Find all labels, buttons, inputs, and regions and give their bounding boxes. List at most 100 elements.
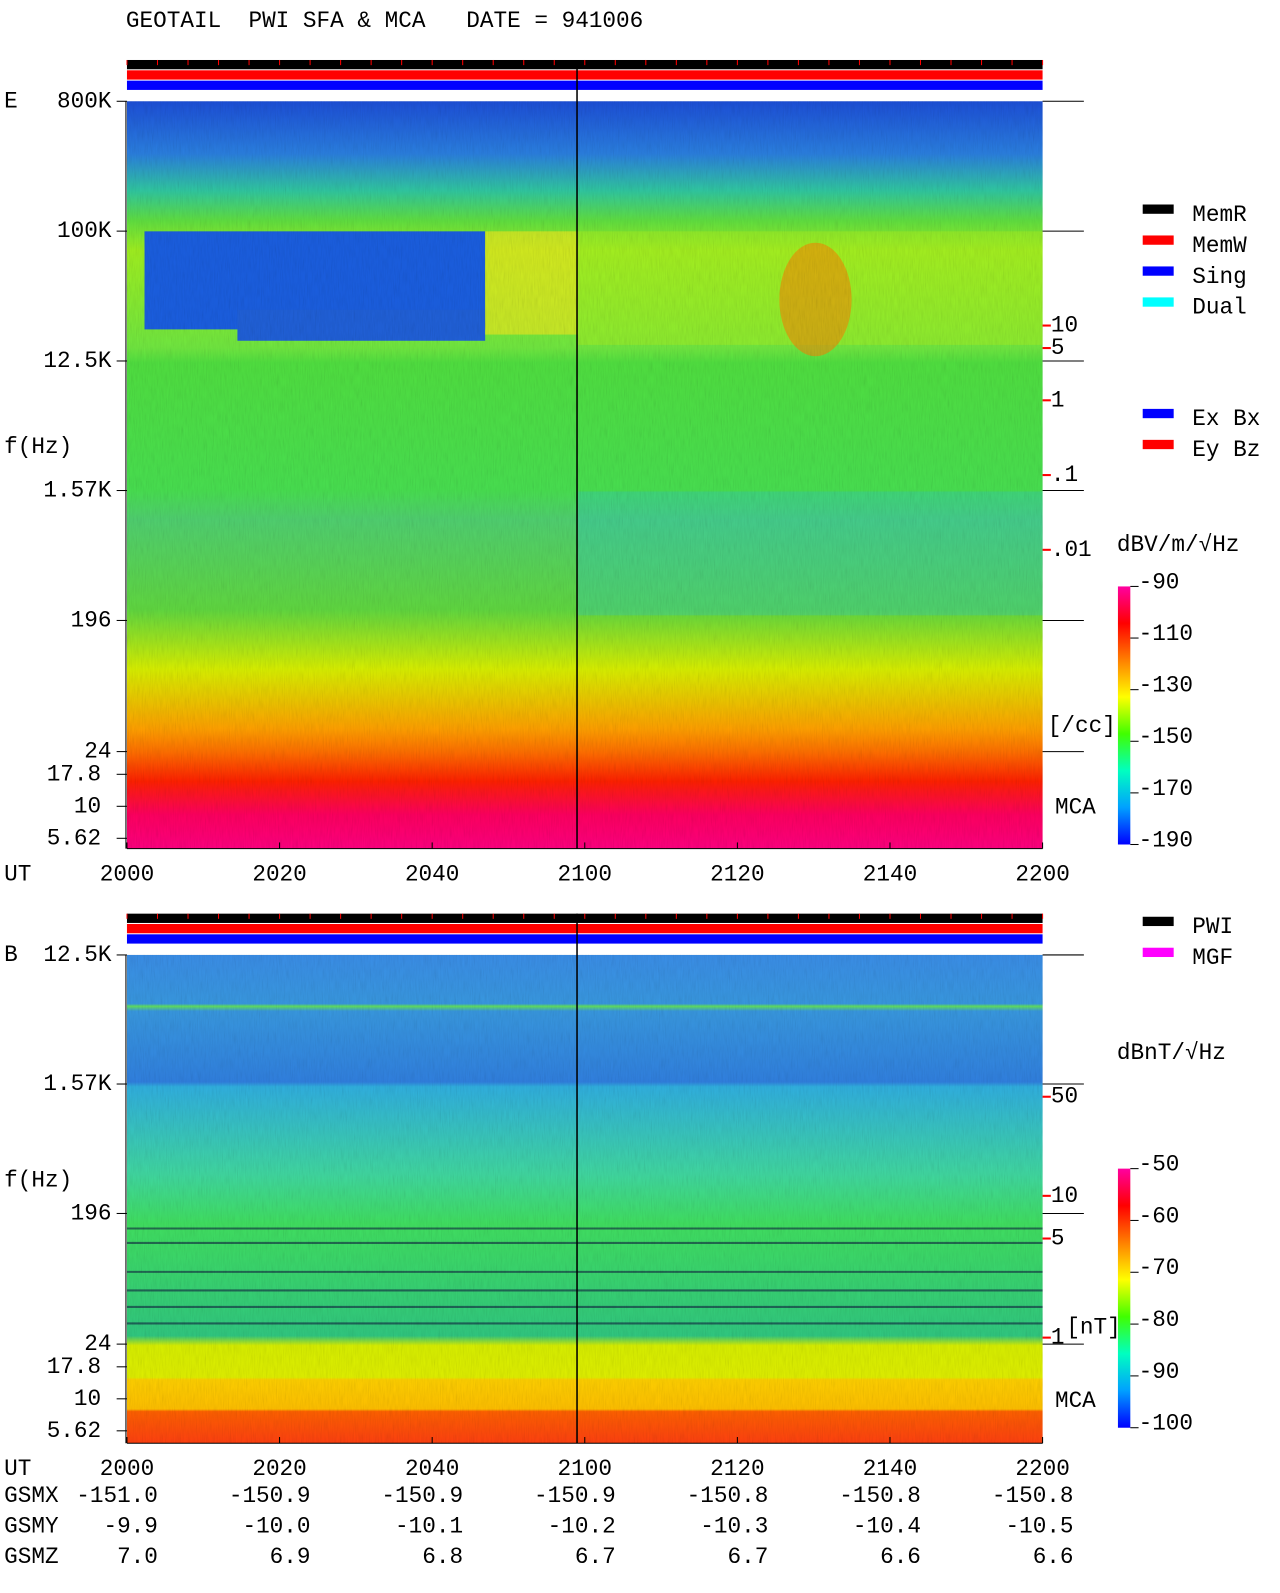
- status-bar: [126, 80, 1043, 90]
- x-tick-label: 2000: [100, 861, 154, 887]
- legend-label: PWI: [1192, 914, 1233, 940]
- y-axis-label: f(Hz): [4, 1168, 72, 1194]
- orbit-label: GSMZ: [4, 1544, 58, 1570]
- status-bar: [126, 934, 1043, 944]
- x-tick-label: 2200: [1015, 861, 1069, 887]
- legend-swatch: [1142, 235, 1174, 245]
- legend-label: Ex Bx: [1192, 406, 1260, 432]
- y-tick-label: 1.57K: [43, 1071, 111, 1097]
- x-axis-label: UT: [4, 861, 31, 887]
- legend-swatch: [1142, 204, 1174, 214]
- colorbar-tick-label: -150: [1139, 724, 1193, 750]
- legend-swatch: [1142, 916, 1174, 927]
- x-tick-label: 2020: [252, 861, 306, 887]
- orbit-value: -151.0: [76, 1483, 158, 1509]
- spectrogram: [126, 954, 1043, 1444]
- orbit-value: 6.7: [727, 1544, 768, 1570]
- orbit-value: -10.1: [395, 1513, 463, 1539]
- x-tick-label: 2000: [100, 1456, 154, 1482]
- orbit-value: -150.8: [687, 1483, 769, 1509]
- y2-tick-label: .01: [1051, 537, 1092, 563]
- orbit-value: 7.0: [117, 1544, 158, 1570]
- colorbar-tick-label: -70: [1139, 1255, 1180, 1281]
- y-tick-label: 12.5K: [43, 348, 111, 374]
- x-axis-label: UT: [4, 1456, 31, 1482]
- y-axis-label: f(Hz): [4, 434, 72, 460]
- orbit-value: 6.7: [575, 1544, 616, 1570]
- mca-tick-label: 17.8: [47, 761, 101, 787]
- orbit-value: -150.8: [992, 1483, 1074, 1509]
- mca-tick-label: 17.8: [47, 1354, 101, 1380]
- colorbar-tick-label: -170: [1139, 776, 1193, 802]
- x-tick-label: 2100: [558, 861, 612, 887]
- panel-label: E: [4, 88, 18, 114]
- legend-swatch: [1142, 947, 1174, 958]
- mca-tick-label: 10: [74, 793, 101, 819]
- y-tick-label: 196: [71, 607, 112, 633]
- legend-label: MemW: [1192, 233, 1247, 259]
- legend-swatch: [1142, 439, 1174, 450]
- mca-tick-label: 5.62: [47, 825, 101, 851]
- orbit-value: -150.8: [839, 1483, 921, 1509]
- colorbar: [1117, 586, 1131, 845]
- y2-tick-label: 5: [1051, 335, 1065, 361]
- y-tick-label: 1.57K: [43, 478, 111, 504]
- y2-tick-label: 50: [1051, 1084, 1078, 1110]
- status-bar: [126, 923, 1043, 934]
- orbit-value: 6.9: [270, 1544, 311, 1570]
- legend-label: Dual: [1192, 295, 1246, 321]
- orbit-value: -9.9: [103, 1513, 157, 1539]
- colorbar-tick-label: -60: [1139, 1203, 1180, 1229]
- y-tick-label: 12.5K: [43, 942, 111, 968]
- panel-label: B: [4, 942, 18, 968]
- x-tick-label: 2020: [252, 1456, 306, 1482]
- colorbar-tick-label: -80: [1139, 1307, 1180, 1333]
- orbit-value: -150.9: [534, 1483, 616, 1509]
- mca-label: MCA: [1055, 1388, 1096, 1414]
- y2-tick-label: 1: [1051, 387, 1065, 413]
- y-tick-label: 100K: [57, 218, 112, 244]
- orbit-label: GSMY: [4, 1513, 59, 1539]
- x-tick-label: 2100: [558, 1456, 612, 1482]
- legend-swatch: [1142, 297, 1174, 307]
- y-tick-label: 24: [84, 739, 111, 765]
- mca-tick-label: 5.62: [47, 1418, 101, 1444]
- y2-tick-label: 1: [1051, 1325, 1065, 1351]
- orbit-value: -10.4: [853, 1513, 921, 1539]
- legend-label: MGF: [1192, 945, 1233, 971]
- colorbar-tick-label: -100: [1139, 1411, 1193, 1437]
- chart-title: GEOTAIL PWI SFA & MCA DATE = 941006: [126, 8, 643, 34]
- x-tick-label: 2140: [863, 861, 917, 887]
- colorbar-tick-label: -50: [1139, 1152, 1180, 1178]
- spectrogram: [126, 101, 1043, 849]
- orbit-value: -10.5: [1005, 1513, 1073, 1539]
- y2-axis-label: [nT]: [1066, 1315, 1120, 1341]
- y2-tick-label: 10: [1051, 1183, 1078, 1209]
- colorbar-tick-label: -130: [1139, 673, 1193, 699]
- colorbar-tick-label: -90: [1139, 569, 1180, 595]
- orbit-value: -10.2: [548, 1513, 616, 1539]
- y2-tick-label: 10: [1051, 313, 1078, 339]
- orbit-value: 6.6: [1033, 1544, 1074, 1570]
- orbit-value: 6.8: [422, 1544, 463, 1570]
- colorbar-tick-label: -110: [1139, 621, 1193, 647]
- x-tick-label: 2040: [405, 861, 459, 887]
- y-tick-label: 196: [71, 1200, 112, 1226]
- legend-swatch: [1142, 266, 1174, 276]
- colorbar-label: dBnT/√Hz: [1117, 1040, 1226, 1066]
- orbit-value: -10.3: [700, 1513, 768, 1539]
- y2-axis-label: [/cc]: [1048, 713, 1116, 739]
- colorbar: [1117, 1168, 1131, 1428]
- x-tick-label: 2120: [710, 861, 764, 887]
- y-tick-label: 24: [84, 1331, 111, 1357]
- orbit-value: -150.9: [229, 1483, 311, 1509]
- legend-label: Sing: [1192, 264, 1246, 290]
- orbit-value: -10.0: [242, 1513, 310, 1539]
- x-tick-label: 2120: [710, 1456, 764, 1482]
- colorbar-label: dBV/m/√Hz: [1117, 532, 1240, 558]
- legend-label: Ey Bz: [1192, 437, 1260, 463]
- colorbar-tick-label: -90: [1139, 1359, 1180, 1385]
